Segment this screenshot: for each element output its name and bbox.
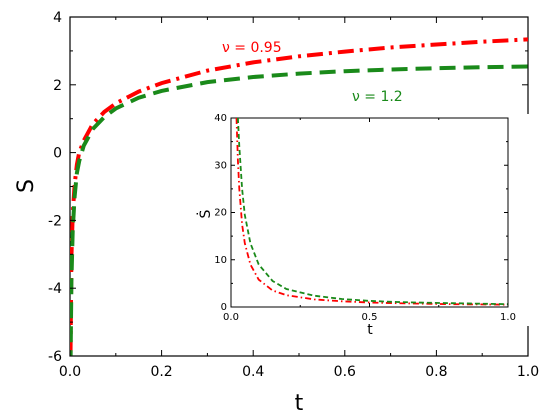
- annotation-nu-12: ν = 1.2: [352, 89, 403, 105]
- main-x-tick-label: 0.0: [59, 364, 81, 380]
- inset-x-tick-label: 0.5: [362, 312, 378, 323]
- main-x-tick-label: 0.6: [334, 364, 356, 380]
- main-y-tick-label: -6: [48, 349, 62, 365]
- inset-series-line-1: [235, 118, 508, 306]
- main-series-group: [70, 37, 528, 356]
- main-x-tick-label: 0.8: [425, 364, 447, 380]
- inset-series-group: [235, 118, 508, 306]
- inset-y-axis-title: Ṡ: [196, 209, 214, 218]
- inset-y-tick-label: 10: [214, 255, 227, 266]
- inset-x-axis-title: t: [367, 322, 373, 338]
- inset-ticks-group: [230, 117, 509, 308]
- main-x-tick-label: 0.4: [242, 364, 264, 380]
- main-series-line-2: [70, 64, 528, 356]
- main-y-tick-label: 2: [53, 78, 62, 94]
- inset-plot-background: [196, 114, 530, 326]
- main-y-tick-label: -4: [48, 281, 62, 297]
- inset-x-tick-label: 1.0: [500, 312, 516, 323]
- main-y-tick-label: 0: [53, 146, 62, 162]
- inset-y-tick-label: 40: [214, 113, 227, 124]
- main-y-tick-label: 4: [53, 10, 62, 26]
- main-x-tick-label: 1.0: [517, 364, 539, 380]
- main-tick-labels-group: 0.0 0.2 0.4 0.6 0.8 1.0 -6 -4 -2 0 2 4: [48, 10, 539, 380]
- inset-tick-labels-group: 0.0 0.5 1.0 0 10 20 30 40: [214, 113, 516, 323]
- inset-series-line-2: [237, 118, 508, 306]
- main-x-axis-title: t: [295, 391, 304, 416]
- annotation-nu-095: ν = 0.95: [222, 40, 282, 56]
- main-x-tick-label: 0.2: [150, 364, 172, 380]
- inset-y-tick-label: 0: [221, 302, 227, 313]
- main-series-line-1: [70, 37, 528, 356]
- inset-y-tick-label: 30: [214, 160, 227, 171]
- inset-x-tick-label: 0.0: [223, 312, 239, 323]
- inset-y-tick-label: 20: [214, 208, 227, 219]
- inset-plot: 0.0 0.5 1.0 0 10 20 30 40 t Ṡ: [196, 113, 530, 338]
- main-plot: 0.0 0.2 0.4 0.6 0.8 1.0 -6 -4 -2 0 2 4 t S ν = 0.95…: [14, 10, 539, 416]
- main-y-axis-title: S: [14, 179, 39, 193]
- main-y-tick-label: -2: [48, 213, 62, 229]
